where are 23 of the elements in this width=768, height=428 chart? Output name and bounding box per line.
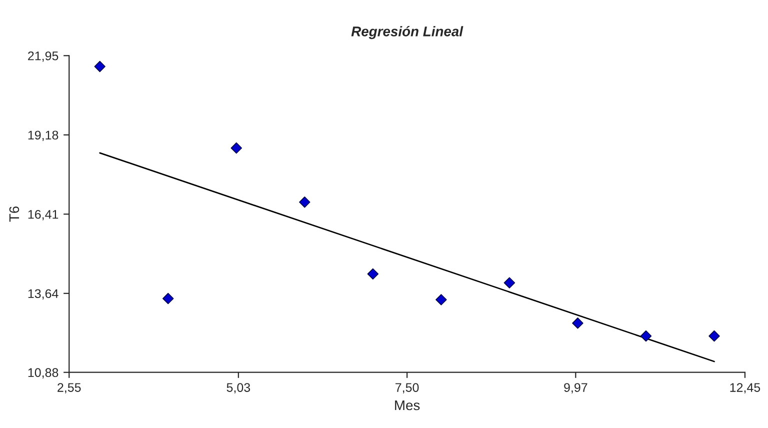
y-tick-label: 10,88 [28, 368, 58, 378]
x-tick-label: 9,97 [564, 383, 588, 394]
point [504, 277, 516, 288]
point [162, 292, 174, 304]
x-tick-label: 7,50 [396, 383, 419, 394]
x-tick-label: 2,55 [58, 383, 81, 394]
point [94, 60, 106, 72]
x-tick-label: 12,45 [730, 383, 760, 394]
x-tick-label: 5,03 [226, 383, 250, 394]
chart-title: Regresión Lineal [351, 26, 464, 40]
y-tick-label: 16,41 [28, 210, 58, 220]
y-tick-label: 21,95 [28, 51, 58, 62]
y-tick-label: 13,64 [28, 289, 58, 300]
x-axis-title: Mes [395, 400, 420, 410]
point [572, 318, 584, 329]
point [640, 330, 652, 342]
point [299, 196, 310, 208]
point [367, 268, 379, 280]
y-axis-title: T6 [9, 206, 20, 222]
point [230, 142, 242, 154]
point [436, 294, 447, 306]
y-tick-label: 19,18 [28, 130, 58, 142]
point [708, 330, 720, 342]
